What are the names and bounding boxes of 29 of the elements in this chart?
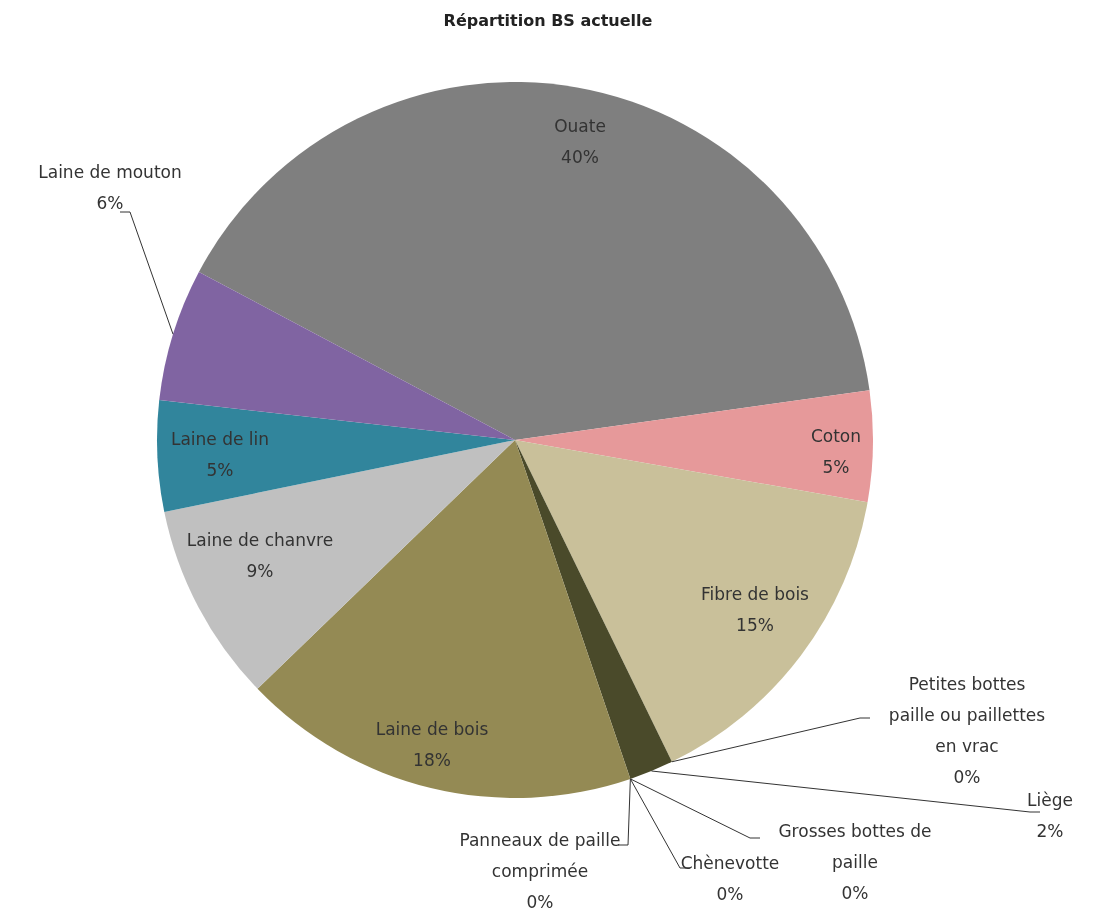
data-label: 6% <box>96 193 124 213</box>
slice-label: Fibre de bois <box>701 584 810 604</box>
pie-slice <box>515 390 873 503</box>
data-label: 40% <box>561 147 599 167</box>
category-label: Petites bottes paille ou paillettes en vrac <box>888 674 1046 756</box>
slice-label: Coton <box>810 426 862 446</box>
text: 0% <box>716 884 744 904</box>
data-label: 5% <box>206 460 234 480</box>
slice-label: Laine de mouton <box>38 162 182 182</box>
text: 0% <box>526 892 554 912</box>
category-label: Grosses bottes de paille <box>778 821 932 872</box>
slice-label: Laine de bois <box>375 719 489 739</box>
slice-label: Laine de lin <box>170 429 270 449</box>
slice-label: Laine de chanvre <box>186 530 334 550</box>
category-label: Panneaux de paille comprimée <box>459 830 621 881</box>
pie-slice <box>515 440 868 762</box>
pie-slice <box>157 400 515 512</box>
slice-label: Liège <box>1027 790 1073 810</box>
data-label: 9% <box>246 561 274 581</box>
text: 0% <box>953 767 981 787</box>
category-label: Chènevotte <box>680 853 780 873</box>
chart-title: Répartition BS actuelle <box>443 11 653 30</box>
data-label: 18% <box>413 750 451 770</box>
text: 0% <box>841 883 869 903</box>
slice-label: Ouate <box>554 116 606 136</box>
data-label: 15% <box>736 615 774 635</box>
pie-slice <box>515 440 672 779</box>
data-label: 5% <box>822 457 850 477</box>
data-label: 2% <box>1036 821 1064 841</box>
